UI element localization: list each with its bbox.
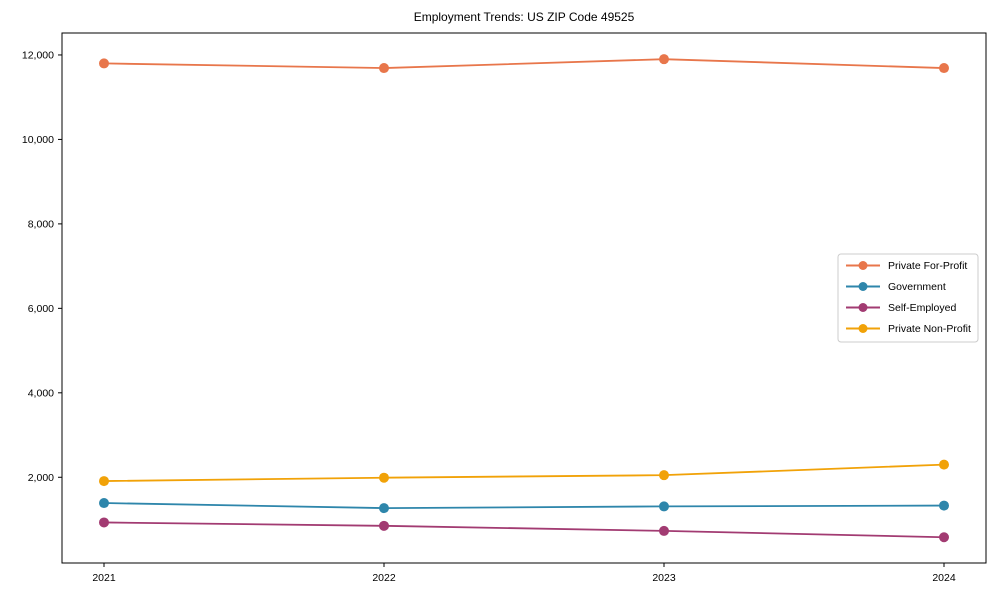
- series-line-self-employed: [103, 521, 945, 539]
- legend-marker-dot: [858, 282, 868, 291]
- y-axis-tick-label: 2,000: [28, 472, 54, 484]
- data-point-marker: [99, 476, 109, 487]
- data-point-marker: [659, 501, 669, 512]
- legend-marker-dot: [858, 261, 868, 270]
- data-point-marker: [659, 525, 669, 536]
- x-axis-tick-label: 2022: [372, 572, 396, 584]
- data-point-marker: [939, 500, 949, 511]
- y-axis-tick-label: 12,000: [22, 49, 54, 61]
- data-point-marker: [99, 517, 109, 528]
- legend-item-label: Private For-Profit: [888, 260, 967, 272]
- data-point-marker: [939, 63, 949, 74]
- x-axis-tick-label: 2023: [652, 572, 676, 584]
- y-axis-tick-label: 6,000: [28, 303, 54, 315]
- data-point-marker: [99, 498, 109, 509]
- data-point-marker: [379, 503, 389, 514]
- x-axis-tick-label: 2021: [92, 572, 116, 584]
- data-point-marker: [939, 532, 949, 543]
- y-axis-tick-label: 10,000: [22, 134, 54, 146]
- axes-frame: [61, 32, 987, 564]
- data-point-marker: [659, 54, 669, 65]
- data-point-marker: [379, 472, 389, 483]
- legend-item-label: Private Non-Profit: [888, 323, 971, 335]
- legend-marker-dot: [858, 303, 868, 312]
- y-axis-tick-label: 4,000: [28, 387, 54, 399]
- series-line-private-for-profit: [103, 58, 945, 69]
- data-point-marker: [659, 470, 669, 481]
- data-point-marker: [379, 63, 389, 74]
- x-axis-tick-label: 2024: [932, 572, 956, 584]
- legend-item-label: Self-Employed: [888, 302, 956, 314]
- chart-title: Employment Trends: US ZIP Code 49525: [413, 10, 635, 24]
- series-line-private-non-profit: [103, 463, 945, 482]
- legend-item-label: Government: [888, 281, 946, 293]
- legend-marker-dot: [858, 324, 868, 333]
- data-point-marker: [379, 520, 389, 531]
- legend-box: [837, 253, 979, 343]
- data-point-marker: [939, 459, 949, 470]
- data-point-marker: [99, 58, 109, 69]
- y-axis-tick-label: 8,000: [28, 218, 54, 230]
- series-line-government: [103, 502, 945, 509]
